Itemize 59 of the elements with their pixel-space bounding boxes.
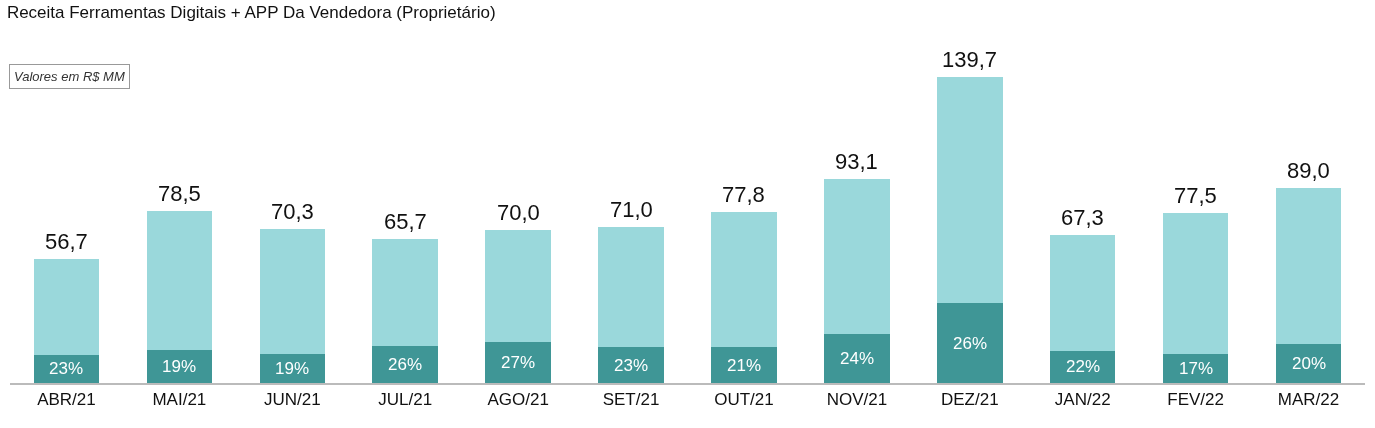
x-tick-label: ABR/21 [37,390,96,410]
annotation: 78,5 [158,181,201,206]
annotation: 21% [727,356,762,375]
x-tick-label: OUT/21 [714,390,774,410]
annotation: 65,7 [384,209,427,234]
bar [372,239,438,346]
annotation: 89,0 [1287,158,1330,183]
x-tick-label: AGO/21 [487,390,549,410]
bar [1049,235,1116,351]
annotation: 26% [388,355,423,374]
bar [824,334,890,383]
bar [937,76,1003,304]
x-tick-label: JUL/21 [378,390,433,410]
bar [146,350,213,383]
x-tick-label: DEZ/21 [940,390,999,410]
annotation: 24% [840,349,875,368]
bar [1162,354,1229,383]
bar [598,347,664,383]
annotation: 77,8 [722,182,765,207]
x-tick-label: SET/21 [602,390,660,410]
bar [372,345,438,383]
bar [146,210,213,351]
annotation: 27% [501,353,536,372]
annotation: 70,3 [271,199,314,224]
bar [598,227,664,348]
annotation: 77,5 [1174,183,1217,208]
annotation: 19% [162,357,197,376]
annotation: 93,1 [835,149,878,174]
x-tick-label: MAI/21 [152,390,207,410]
text: 139,7 [942,47,998,72]
annotation: 22% [1066,357,1101,376]
bar [1275,344,1342,383]
x-tick-label: FEV/22 [1167,390,1224,410]
bar [1162,213,1229,355]
chart-title: Receita Ferramentas Digitais + APP Da Vendedora (Proprietário) [6,3,496,23]
annotation: 19% [275,359,310,378]
annotation: 23% [49,359,84,378]
annotation: 70,0 [497,200,540,225]
bar [824,178,890,334]
bar [937,303,1003,383]
x-tick-label: NOV/21 [826,390,888,410]
annotation: 56,7 [45,229,88,254]
annotation: 26% [953,334,988,353]
bar [485,229,551,342]
annotation: 71,0 [610,197,653,222]
bar [259,228,326,354]
annotation: Valores em R$ MM [14,69,125,84]
annotation: 20% [1292,354,1327,373]
bar [1275,187,1342,345]
annotation: 17% [1179,359,1214,378]
annotation: 23% [614,356,649,375]
bar [711,212,777,348]
bar [711,347,777,383]
x-tick-label: JUN/21 [263,390,321,410]
annotation: 67,3 [1061,205,1104,230]
bar [33,258,100,355]
x-tick-label: MAR/22 [1277,390,1340,410]
bar [485,341,551,383]
x-tick-label: JAN/22 [1054,390,1111,410]
